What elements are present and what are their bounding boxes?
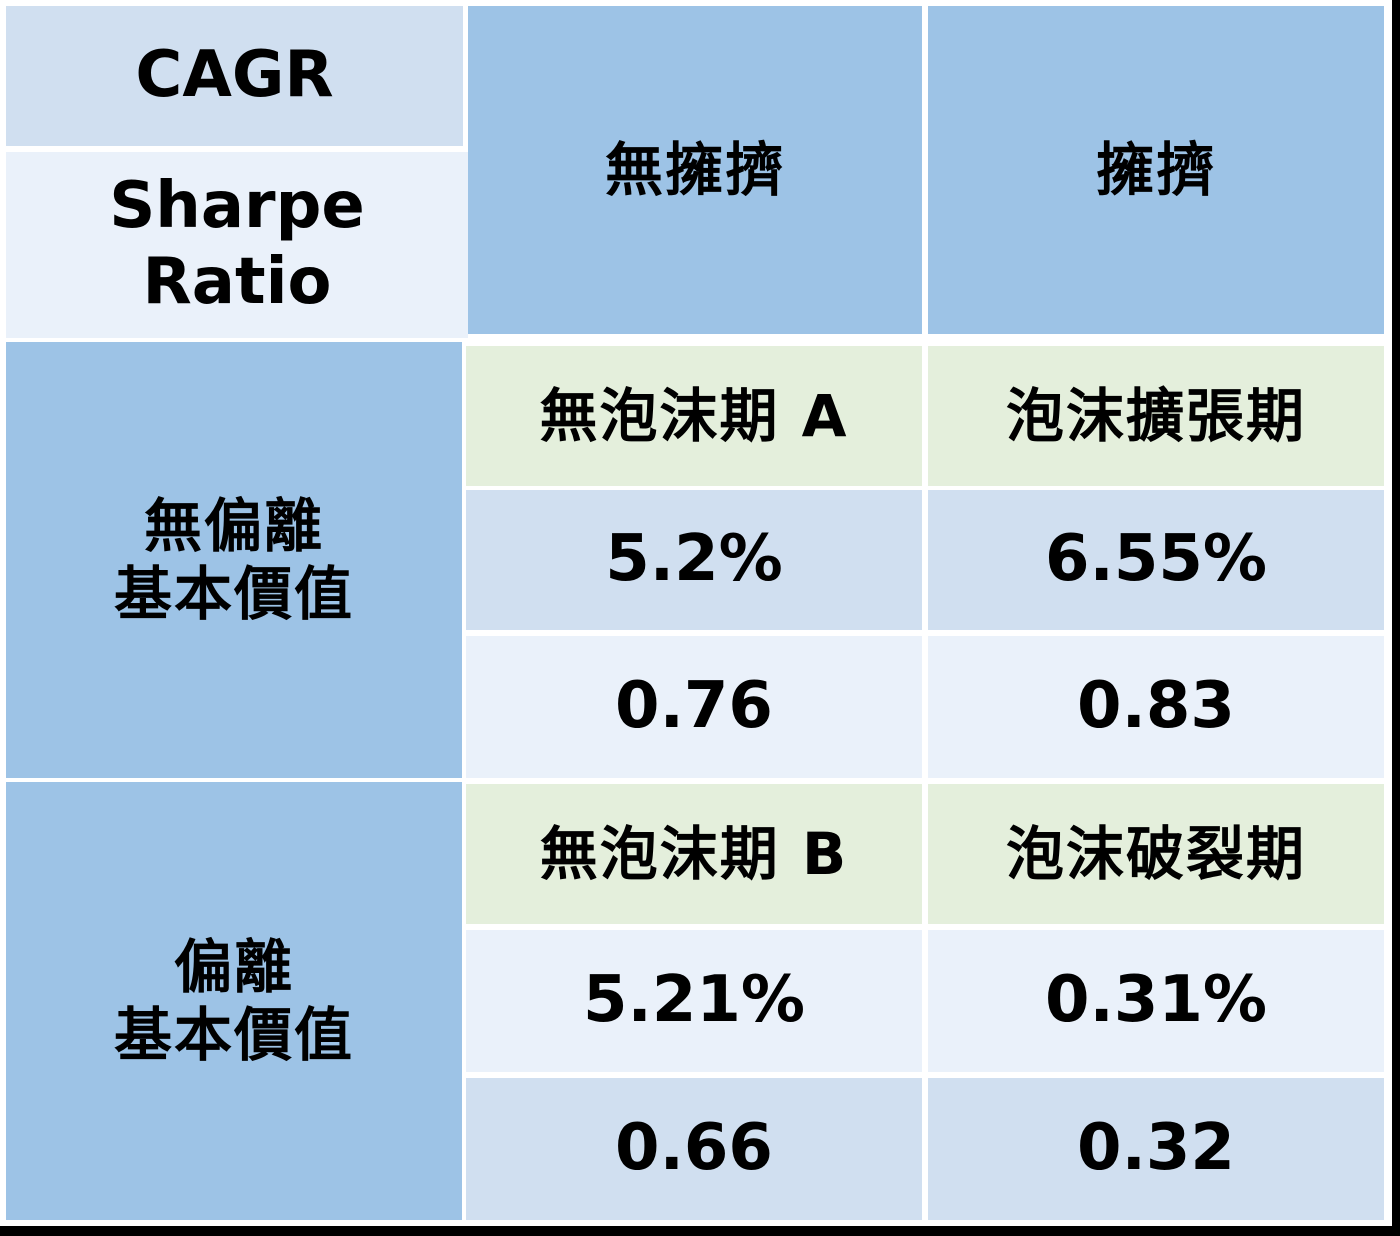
- cell-sharpe-value: 0.83: [928, 636, 1384, 778]
- cagr-value-text: 0.31%: [1045, 963, 1267, 1039]
- key-sharpe-ratio: Sharpe Ratio: [6, 152, 468, 338]
- sharpe-value-text: 0.66: [615, 1111, 773, 1187]
- row-header-no-deviation-line1: 無偏離: [114, 492, 354, 560]
- cell-cagr-value: 5.21%: [466, 930, 922, 1072]
- column-header-crowding: 擁擠: [928, 6, 1384, 334]
- cell-cagr-value: 5.2%: [466, 490, 922, 630]
- sharpe-value-text: 0.32: [1077, 1111, 1235, 1187]
- key-sharpe-line2: Ratio: [109, 245, 365, 321]
- cell-sharpe-value: 0.76: [466, 636, 922, 778]
- sharpe-value-text: 0.83: [1077, 669, 1235, 745]
- key-sharpe-line1: Sharpe: [109, 169, 365, 245]
- period-label-text: 泡沫擴張期: [1006, 382, 1306, 450]
- cell-cagr-value: 6.55%: [928, 490, 1384, 630]
- cagr-value-text: 5.21%: [583, 963, 805, 1039]
- row-header-deviation-line1: 偏離: [114, 933, 354, 1001]
- cell-period-label: 無泡沫期 B: [466, 784, 922, 924]
- cell-period-label: 無泡沫期 A: [466, 346, 922, 486]
- cell-cagr-value: 0.31%: [928, 930, 1384, 1072]
- period-label-text: 泡沫破裂期: [1006, 820, 1306, 888]
- key-cagr: CAGR: [6, 6, 463, 146]
- row-header-deviation-line2: 基本價值: [114, 1001, 354, 1069]
- cagr-value-text: 6.55%: [1045, 522, 1267, 598]
- sharpe-value-text: 0.76: [615, 669, 773, 745]
- cell-period-label: 泡沫破裂期: [928, 784, 1384, 924]
- cell-sharpe-value: 0.66: [466, 1078, 922, 1220]
- column-header-crowding-text: 擁擠: [1096, 136, 1216, 204]
- column-header-no-crowding-text: 無擁擠: [605, 136, 785, 204]
- row-header-no-deviation-line2: 基本價值: [114, 560, 354, 628]
- cell-sharpe-value: 0.32: [928, 1078, 1384, 1220]
- cell-period-label: 泡沫擴張期: [928, 346, 1384, 486]
- key-cagr-text: CAGR: [135, 38, 333, 114]
- row-header-no-deviation: 無偏離 基本價值: [6, 342, 462, 778]
- cagr-value-text: 5.2%: [605, 522, 783, 598]
- period-label-text: 無泡沫期 B: [540, 820, 848, 888]
- column-header-no-crowding: 無擁擠: [468, 6, 922, 334]
- row-header-deviation: 偏離 基本價值: [6, 782, 462, 1220]
- period-label-text: 無泡沫期 A: [539, 382, 848, 450]
